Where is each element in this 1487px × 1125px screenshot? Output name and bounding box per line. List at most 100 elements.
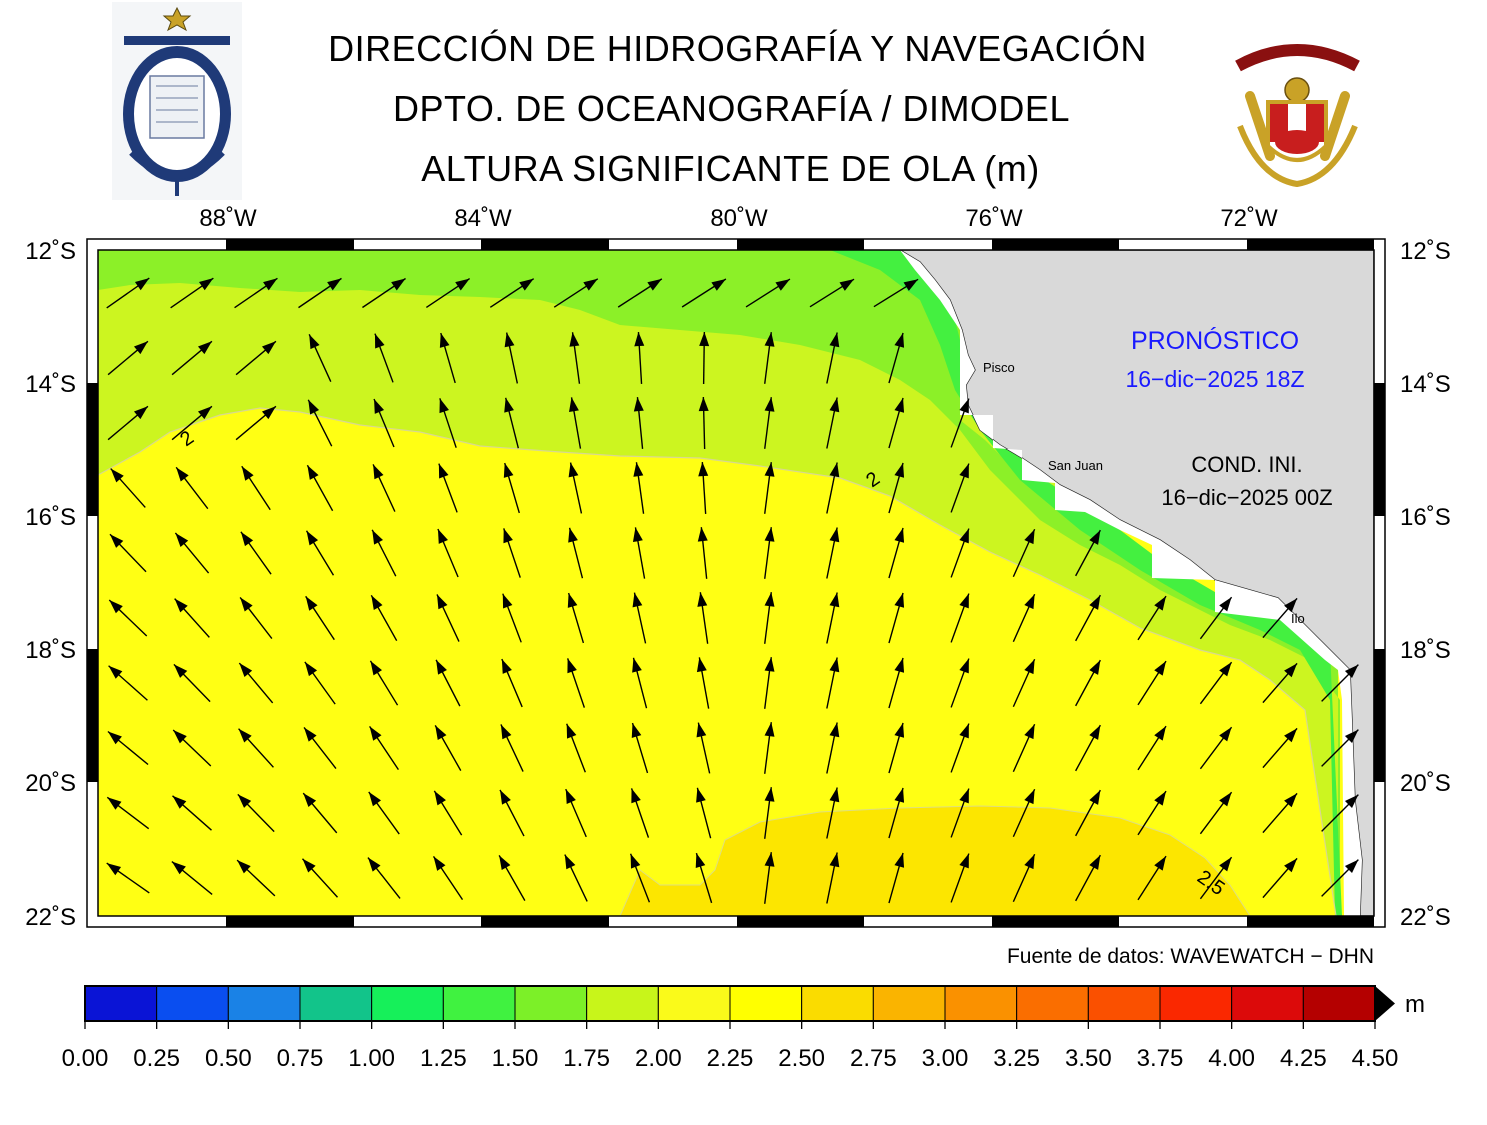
direction-arrow — [1262, 662, 1298, 704]
direction-arrow — [434, 725, 462, 771]
frame-segment — [1374, 383, 1385, 516]
field-1.75 — [98, 250, 1338, 916]
lon-label: 88˚W — [199, 205, 257, 232]
direction-arrow — [569, 332, 581, 384]
direction-arrow — [489, 278, 535, 308]
lat-label-left: 18˚S — [25, 637, 76, 664]
colorbar-arrow — [1375, 986, 1395, 1021]
direction-arrow — [1321, 859, 1359, 897]
direction-arrow — [1321, 664, 1359, 702]
colorbar-swatch — [1016, 985, 1089, 1022]
direction-arrow — [698, 396, 709, 450]
direction-arrow — [432, 856, 464, 900]
direction-arrow — [170, 277, 214, 309]
direction-arrow — [888, 527, 905, 579]
direction-arrow — [950, 658, 970, 708]
direction-arrow — [1137, 855, 1167, 901]
direction-arrow — [306, 464, 334, 512]
direction-arrow — [826, 527, 840, 579]
direction-arrow — [826, 462, 840, 514]
frame-segment — [481, 916, 609, 927]
direction-arrow — [950, 788, 970, 838]
direction-arrow — [826, 852, 840, 904]
direction-arrow — [501, 658, 523, 708]
direction-arrow — [873, 278, 919, 308]
direction-arrow — [826, 332, 840, 384]
direction-arrow — [566, 723, 586, 773]
direction-arrow — [1321, 794, 1359, 832]
direction-arrow — [697, 527, 708, 579]
direction-arrow — [370, 594, 398, 642]
colorbar-swatch — [1231, 985, 1304, 1022]
forecast-label: PRONÓSTICO — [1131, 326, 1299, 355]
direction-arrow — [367, 857, 401, 899]
direction-arrow — [107, 730, 149, 766]
direction-arrow — [569, 397, 582, 449]
direction-arrow — [174, 598, 210, 638]
direction-arrow — [567, 592, 585, 644]
direction-arrow — [241, 465, 271, 511]
direction-arrow — [1012, 528, 1036, 578]
direction-arrow — [888, 852, 905, 904]
direction-arrow — [950, 723, 970, 773]
colorbar-swatch — [586, 985, 659, 1022]
direction-arrow — [1012, 788, 1036, 838]
direction-arrow — [1199, 791, 1233, 835]
direction-arrow — [764, 332, 775, 384]
direction-arrow — [826, 657, 840, 709]
colorbar-swatch — [299, 985, 373, 1022]
direction-arrow — [1137, 790, 1167, 836]
direction-arrow — [106, 796, 150, 830]
direction-arrow — [1199, 596, 1233, 640]
direction-arrow — [238, 728, 274, 768]
direction-arrow — [553, 278, 599, 308]
direction-arrow — [171, 405, 213, 441]
direction-arrow — [634, 332, 645, 384]
colorbar-swatch — [1159, 985, 1233, 1022]
colorbar-tick-label: 4.25 — [1280, 1045, 1327, 1072]
direction-arrow — [950, 398, 970, 448]
lat-label-left: 12˚S — [25, 238, 76, 265]
frame-segment — [1374, 649, 1385, 782]
direction-arrow — [171, 861, 213, 895]
field-2.5 — [619, 805, 1251, 916]
direction-arrow — [631, 722, 649, 774]
direction-arrow — [171, 340, 213, 376]
direction-arrow — [239, 596, 273, 640]
colorbar-swatch — [227, 985, 301, 1022]
direction-arrow — [499, 789, 525, 837]
direction-arrow — [108, 665, 148, 701]
direction-arrow — [950, 528, 970, 578]
direction-arrow — [764, 852, 775, 904]
direction-arrow — [498, 855, 526, 901]
direction-arrow — [950, 593, 970, 643]
direction-arrow — [633, 397, 644, 449]
direction-arrow — [632, 592, 647, 644]
direction-arrow — [681, 278, 727, 308]
colorbar-tick-label: 3.25 — [993, 1045, 1040, 1072]
direction-arrow — [235, 405, 277, 441]
data-source: Fuente de datos: WAVEWATCH − DHN — [1007, 945, 1374, 968]
colorbar-tick-label: 4.50 — [1352, 1045, 1399, 1072]
direction-arrow — [826, 592, 840, 644]
direction-arrow — [1012, 723, 1036, 773]
direction-arrow — [629, 853, 651, 903]
direction-arrow — [697, 592, 709, 644]
direction-arrow — [1012, 853, 1036, 903]
direction-arrow — [107, 405, 149, 441]
place-pisco: Pisco — [983, 360, 1015, 375]
direction-arrow — [632, 657, 648, 709]
direction-arrow — [633, 462, 645, 514]
colorbar-tick-label: 2.75 — [850, 1045, 897, 1072]
direction-arrow — [436, 594, 460, 642]
direction-arrow — [234, 277, 278, 309]
direction-arrow — [368, 791, 400, 835]
colorbar-tick-label: 2.25 — [707, 1045, 754, 1072]
direction-arrows — [106, 277, 1359, 904]
direction-arrow — [888, 787, 905, 839]
direction-arrow — [698, 462, 709, 514]
title-line-3: ALTURA SIGNIFICANTE DE OLA (m) — [421, 148, 1040, 189]
direction-arrow — [502, 593, 522, 643]
direction-arrow — [504, 332, 519, 384]
direction-arrow — [617, 278, 663, 308]
